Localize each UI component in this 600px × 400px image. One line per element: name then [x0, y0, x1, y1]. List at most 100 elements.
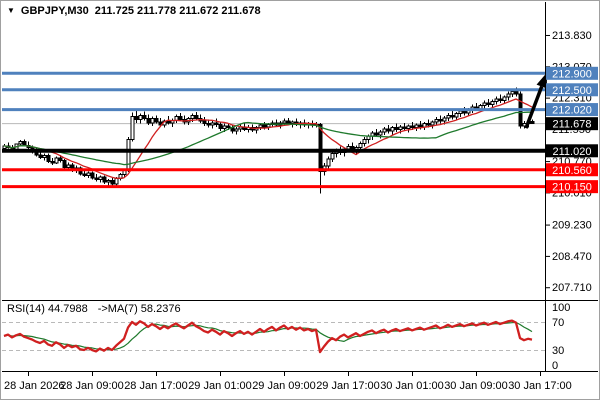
candle-body [154, 118, 159, 123]
candle-body [38, 154, 43, 158]
current-price-badge: 211.678 [546, 117, 598, 131]
dropdown-triangle-icon[interactable]: ▼ [7, 6, 15, 15]
candle-body [346, 146, 351, 150]
candle-body [450, 114, 455, 118]
candle-body [498, 98, 503, 102]
resistance-price-badge: 212.500 [546, 83, 598, 97]
ohlc-quote-label: 211.725 211.778 211.672 211.678 [94, 5, 261, 17]
price-tick-label: 209.230 [552, 220, 592, 232]
time-tick-label: 28 Jan 2026 [4, 380, 65, 392]
candle-body [486, 102, 491, 106]
candle-body [18, 140, 23, 145]
price-badge-box [546, 117, 598, 131]
price-tick-label: 208.470 [552, 251, 592, 263]
candle-body [210, 122, 215, 126]
candle-body [510, 90, 515, 95]
candle-body [138, 114, 143, 120]
candle-body [266, 123, 271, 128]
time-tick-label: 29 Jan 17:00 [316, 380, 380, 392]
candle-body [202, 120, 207, 125]
rsi-value-label: RSI(14) 44.7988 [7, 303, 88, 315]
candle-body [222, 125, 227, 130]
candle-body [434, 118, 439, 123]
candle-body [362, 138, 367, 144]
candle-body [398, 126, 403, 130]
ma-slow-line [3, 111, 533, 166]
time-tick-label: 30 Jan 01:00 [380, 380, 444, 392]
price-badge-box [546, 83, 598, 97]
candle-body [386, 128, 391, 132]
candle-body [62, 160, 67, 168]
price-tick-label: 207.710 [552, 282, 592, 294]
price-badge-box [546, 103, 598, 117]
rsi-scale-label: 0 [552, 360, 558, 372]
up-arrow-annotation[interactable] [524, 72, 547, 129]
price-badge-label: 211.678 [553, 119, 592, 131]
pivot-price-badge: 211.020 [546, 144, 598, 158]
candle-body [166, 120, 171, 124]
time-tick-label: 29 Jan 01:00 [188, 380, 252, 392]
candle-body [502, 96, 507, 102]
candle-body [358, 142, 363, 148]
candle-body [382, 128, 387, 133]
price-tick-label: 213.830 [552, 30, 592, 42]
candle-body [22, 140, 27, 146]
candle-body [506, 93, 511, 98]
rsi-scale-label: 100 [552, 302, 570, 314]
time-tick-label: 28 Jan 09:00 [60, 380, 124, 392]
price-badge-label: 210.150 [552, 182, 592, 194]
candle-body [330, 153, 335, 160]
candle-body [422, 123, 427, 128]
rsi-ma-value-label: ->MA(7) 58.2376 [97, 303, 181, 315]
candle-body [286, 120, 291, 125]
chart-title-bar: ▼ GBPJPY,M30 211.725 211.778 211.672 211… [7, 5, 261, 17]
candle-body [414, 124, 419, 129]
candle-body [406, 125, 411, 130]
arrow-head [536, 72, 547, 89]
candle-body [66, 164, 71, 168]
candle-body [54, 157, 59, 164]
price-badge-box [546, 144, 598, 158]
resistance-price-badge: 212.020 [546, 103, 598, 117]
candle-body [410, 125, 415, 129]
candle-body [262, 124, 267, 128]
price-badge-box [546, 66, 598, 80]
candle-body [446, 114, 451, 119]
candle-body [318, 123, 323, 172]
candle-body [394, 127, 399, 130]
pane-borders [2, 2, 598, 372]
candle-body [490, 100, 495, 106]
candle-body [438, 118, 443, 122]
candle-body [390, 127, 395, 132]
candle-body [426, 123, 431, 126]
candle-body [142, 114, 147, 120]
resistance-price-badge: 212.900 [546, 66, 598, 80]
candle-body [50, 161, 55, 164]
time-tick-label: 30 Jan 09:00 [444, 380, 508, 392]
candle-body [190, 114, 195, 120]
candle-body [234, 128, 239, 132]
candle-body [462, 110, 467, 114]
candle-body [46, 155, 51, 163]
candle-body [378, 131, 383, 136]
candle-body [418, 124, 423, 128]
candle-body [214, 122, 219, 125]
rsi-scale-label: 70 [552, 317, 564, 329]
candle-body [206, 123, 211, 126]
candle-body [134, 116, 139, 120]
candle-body [282, 120, 287, 124]
candle-body [326, 158, 331, 167]
candle-body [458, 110, 463, 115]
candle-body [94, 177, 99, 181]
time-tick-label: 30 Jan 17:00 [508, 380, 572, 392]
candle-body [494, 98, 499, 102]
candle-body [58, 157, 63, 162]
candle-body [530, 121, 535, 125]
candle-body [102, 176, 107, 183]
time-tick-label: 29 Jan 09:00 [252, 380, 316, 392]
candle-body [226, 125, 231, 129]
price-badge-label: 210.560 [552, 165, 592, 177]
candle-body [150, 118, 155, 124]
